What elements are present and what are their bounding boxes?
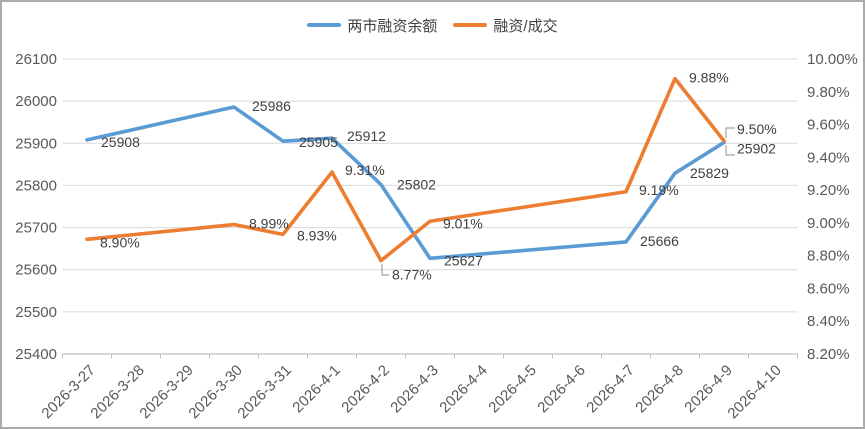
data-label: 9.88% bbox=[689, 70, 729, 86]
y-axis-left-tick-label: 26000 bbox=[15, 93, 57, 110]
y-axis-right-tick-label: 9.00% bbox=[807, 215, 850, 232]
data-label: 9.19% bbox=[639, 182, 679, 198]
data-label: 25666 bbox=[640, 233, 679, 249]
x-axis-tick-label: 2026-3-31 bbox=[234, 362, 294, 422]
y-axis-right-tick-label: 8.60% bbox=[807, 280, 850, 297]
y-axis-right-tick-label: 8.20% bbox=[807, 346, 850, 363]
y-axis-left-tick-label: 25800 bbox=[15, 177, 57, 194]
x-axis-tick-label: 2026-4-10 bbox=[724, 362, 784, 422]
data-label: 25912 bbox=[347, 128, 386, 144]
legend-label-margin-balance: 两市融资余额 bbox=[347, 17, 438, 35]
legend-item-financing-turnover: 融资/成交 bbox=[453, 15, 558, 36]
series-line-financing-turnover bbox=[85, 76, 726, 263]
data-label: 8.90% bbox=[100, 234, 140, 250]
x-axis-tick-label: 2026-4-4 bbox=[436, 362, 490, 416]
y-axis-left-tick-label: 26100 bbox=[15, 51, 57, 68]
leader-line-25902 bbox=[725, 145, 735, 156]
y-axis-right-tick-label: 10.00% bbox=[807, 51, 858, 68]
x-axis-tick-label: 2026-4-2 bbox=[338, 362, 392, 416]
series-line-margin-balance bbox=[85, 105, 726, 261]
legend-line-swatch-orange-icon bbox=[453, 22, 488, 28]
y-axis-right-tick-label: 9.80% bbox=[807, 84, 850, 101]
y-axis-left-tick-label: 25400 bbox=[15, 346, 57, 363]
y-axis-left-tick-label: 25500 bbox=[15, 304, 57, 321]
y-axis-right-tick-label: 9.20% bbox=[807, 182, 850, 199]
y-axis-left-tick-label: 25600 bbox=[15, 262, 57, 279]
legend-item-margin-balance: 两市融资余额 bbox=[307, 15, 437, 36]
x-axis-tick-label: 2026-4-8 bbox=[632, 362, 686, 416]
data-label: 25627 bbox=[444, 252, 483, 268]
x-axis-tick-label: 2026-4-1 bbox=[289, 362, 343, 416]
x-axis-tick-label: 2026-4-6 bbox=[534, 362, 588, 416]
leader-line-8-77 bbox=[381, 264, 389, 276]
x-axis-tick-label: 2026-4-7 bbox=[583, 362, 637, 416]
y-axis-right-tick-label: 9.60% bbox=[807, 117, 850, 134]
x-axis-tick-label: 2026-4-5 bbox=[485, 362, 539, 416]
y-axis-right-tick-label: 9.40% bbox=[807, 149, 850, 166]
data-label: 25829 bbox=[690, 165, 729, 181]
data-label: 8.93% bbox=[297, 227, 337, 243]
data-label: 25905 bbox=[299, 134, 338, 150]
data-label: 25802 bbox=[397, 177, 436, 193]
data-label: 9.01% bbox=[443, 215, 483, 231]
legend-label-financing-turnover: 融资/成交 bbox=[493, 17, 558, 35]
y-axis-right-tick-label: 8.80% bbox=[807, 248, 850, 265]
data-label: 9.31% bbox=[345, 162, 385, 178]
data-label: 25986 bbox=[252, 98, 291, 114]
x-axis-tick-label: 2026-4-3 bbox=[387, 362, 441, 416]
leader-line-9-50 bbox=[725, 127, 735, 138]
y-axis-left-tick-label: 25700 bbox=[15, 220, 57, 237]
data-label: 25902 bbox=[737, 140, 776, 156]
data-label: 8.77% bbox=[392, 267, 432, 283]
legend-line-swatch-blue-icon bbox=[307, 22, 342, 28]
data-label: 8.99% bbox=[249, 216, 289, 232]
y-axis-left-tick-label: 25900 bbox=[15, 135, 57, 152]
data-label: 9.50% bbox=[737, 121, 777, 137]
chart-legend: 两市融资余额 融资/成交 bbox=[2, 14, 863, 36]
y-axis-right-tick-label: 8.40% bbox=[807, 313, 850, 330]
data-label: 25908 bbox=[101, 134, 140, 150]
